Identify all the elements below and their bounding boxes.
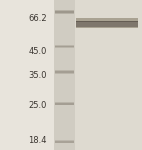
Text: 35.0: 35.0 [28, 70, 47, 80]
Bar [55, 71, 74, 73]
Bar [55, 45, 74, 48]
Bar [55, 11, 74, 13]
Bar [55, 103, 74, 105]
Bar [55, 141, 74, 142]
Text: 25.0: 25.0 [29, 100, 47, 109]
Bar [54, 0, 75, 150]
Text: 18.4: 18.4 [28, 136, 47, 145]
Bar [55, 10, 74, 14]
Bar [55, 102, 74, 105]
Text: 45.0: 45.0 [29, 46, 47, 56]
Bar [76, 21, 138, 27]
Bar [55, 70, 74, 74]
Bar [54, 0, 142, 150]
Bar [76, 18, 138, 28]
Bar [55, 140, 74, 143]
Bar [76, 21, 138, 22]
Text: 66.2: 66.2 [28, 14, 47, 23]
Bar [55, 46, 74, 48]
